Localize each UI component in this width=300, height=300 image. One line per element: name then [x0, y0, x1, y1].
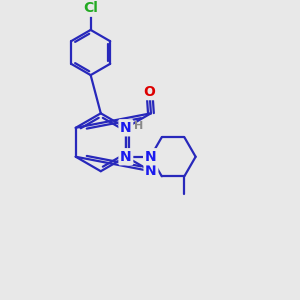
- Text: O: O: [143, 85, 155, 99]
- Text: N: N: [120, 121, 132, 135]
- Text: N: N: [120, 150, 132, 164]
- Text: N: N: [145, 164, 157, 178]
- Text: H: H: [134, 121, 143, 131]
- Text: N: N: [145, 150, 156, 164]
- Text: Cl: Cl: [83, 1, 98, 15]
